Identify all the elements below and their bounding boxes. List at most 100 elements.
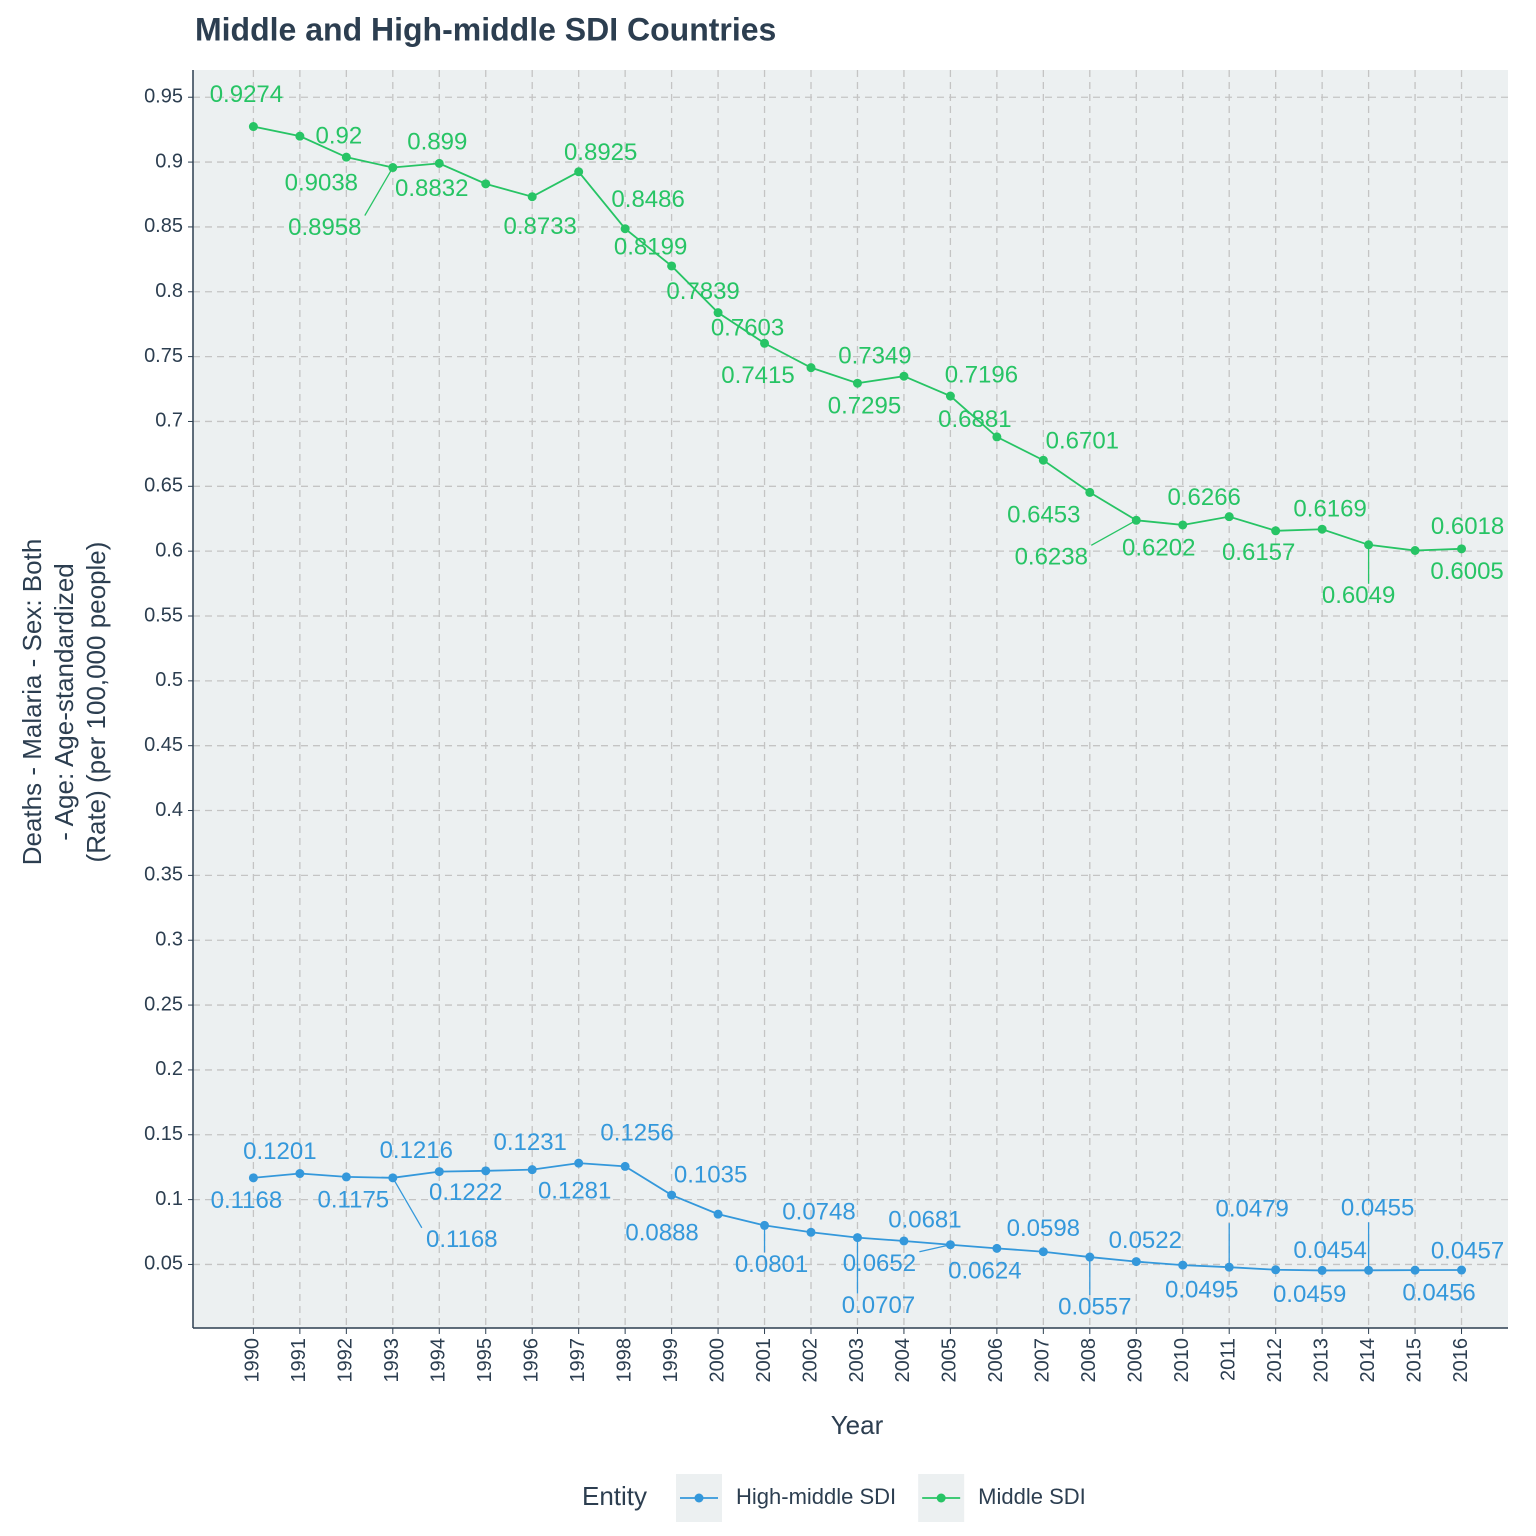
point: [1457, 1265, 1467, 1275]
legend-key-point: [694, 1493, 704, 1503]
point: [341, 152, 351, 162]
point: [806, 363, 816, 373]
data-label: 0.6453: [1007, 502, 1080, 529]
x-tick-label: 2002: [799, 1338, 821, 1383]
point: [852, 378, 862, 388]
point: [1317, 1265, 1327, 1275]
point: [713, 1209, 723, 1219]
data-label: 0.0479: [1215, 1196, 1288, 1223]
data-label: 0.9038: [285, 169, 358, 196]
y-tick-label: 0.35: [144, 864, 183, 886]
point: [760, 338, 770, 348]
data-label: 0.0801: [735, 1251, 808, 1278]
point: [388, 163, 398, 173]
data-label: 0.899: [407, 129, 467, 156]
point: [1457, 544, 1467, 554]
data-label: 0.0888: [625, 1219, 698, 1246]
x-tick-label: 1993: [381, 1338, 403, 1383]
data-label: 0.0455: [1341, 1195, 1414, 1222]
point: [1131, 515, 1141, 525]
x-tick-label: 2006: [985, 1338, 1007, 1383]
point: [992, 1243, 1002, 1253]
y-tick-label: 0.75: [144, 345, 183, 367]
data-label: 0.0557: [1058, 1293, 1131, 1320]
data-label: 0.6169: [1293, 496, 1366, 523]
x-tick-label: 1991: [288, 1338, 310, 1383]
data-label: 0.8958: [288, 214, 361, 241]
y-axis-label-line: (Rate) (per 100,000 people): [81, 542, 111, 863]
point: [1085, 1252, 1095, 1262]
data-label: 0.7839: [666, 278, 739, 305]
label-leader: [364, 167, 394, 216]
point: [620, 224, 630, 234]
y-tick-label: 0.95: [144, 86, 183, 108]
y-tick-label: 0.7: [155, 410, 183, 432]
data-label: 0.6202: [1122, 534, 1195, 561]
y-tick-label: 0.05: [144, 1253, 183, 1275]
data-label: 0.9274: [210, 81, 283, 108]
data-label: 0.1168: [426, 1226, 498, 1253]
data-label: 0.0624: [948, 1258, 1021, 1285]
x-tick-label: 2015: [1403, 1338, 1425, 1383]
x-tick-label: 1990: [242, 1338, 264, 1383]
point: [760, 1220, 770, 1230]
data-label: 0.7295: [828, 393, 901, 420]
y-tick-label: 0.9: [155, 150, 183, 172]
x-axis-label: Year: [831, 1410, 884, 1440]
point: [1178, 520, 1188, 530]
point: [434, 1167, 444, 1177]
y-axis-label: Deaths - Malaria - Sex: Both - Age: Age-…: [17, 539, 111, 866]
point: [1131, 1257, 1141, 1267]
x-tick-label: 1996: [520, 1338, 542, 1383]
point: [1317, 524, 1327, 534]
x-tick-label: 2004: [892, 1338, 914, 1383]
y-tick-label: 0.45: [144, 734, 183, 756]
data-label: 0.0454: [1293, 1237, 1366, 1264]
data-label: 0.6157: [1222, 539, 1295, 566]
data-label: 0.6005: [1430, 558, 1503, 585]
point: [852, 1233, 862, 1243]
y-axis-label-line: - Age: Age-standardized: [49, 563, 79, 841]
y-tick-label: 0.55: [144, 604, 183, 626]
data-label: 0.0522: [1109, 1227, 1182, 1254]
x-tick-label: 2003: [846, 1338, 868, 1383]
legend-title: Entity: [582, 1481, 647, 1511]
data-label: 0.1256: [600, 1120, 673, 1147]
y-tick-label: 0.2: [155, 1058, 183, 1080]
point: [1178, 1260, 1188, 1270]
point: [527, 192, 537, 202]
point: [992, 432, 1002, 442]
data-label: 0.7349: [838, 343, 911, 370]
label-leader: [1090, 519, 1137, 546]
point: [1364, 540, 1374, 550]
legend-label: High-middle SDI: [736, 1484, 896, 1509]
x-tick-label: 1997: [567, 1338, 589, 1383]
data-label: 0.6701: [1046, 428, 1119, 455]
x-tick-label: 2001: [753, 1338, 775, 1383]
y-tick-label: 0.15: [144, 1123, 183, 1145]
data-label: 0.6018: [1431, 513, 1504, 540]
point: [1224, 512, 1234, 522]
point: [1224, 1262, 1234, 1272]
legend-label: Middle SDI: [978, 1484, 1086, 1509]
x-tick-label: 2008: [1078, 1338, 1100, 1383]
y-tick-label: 0.5: [155, 669, 183, 691]
y-tick-label: 0.1: [155, 1188, 183, 1210]
x-tick-label: 2011: [1217, 1338, 1239, 1381]
point: [574, 167, 584, 177]
point: [248, 1173, 258, 1183]
data-label: 0.0457: [1431, 1237, 1504, 1264]
x-tick-label: 2009: [1125, 1338, 1147, 1383]
data-label: 0.1281: [538, 1178, 611, 1205]
x-tick-label: 1994: [428, 1338, 450, 1383]
point: [945, 391, 955, 401]
y-tick-label: 0.4: [155, 799, 183, 821]
data-label: 0.1168: [211, 1187, 283, 1214]
x-tick-label: 1998: [613, 1338, 635, 1383]
x-tick-label: 1995: [474, 1338, 496, 1383]
point: [1271, 526, 1281, 536]
data-label: 0.8199: [614, 233, 687, 260]
data-label: 0.1201: [243, 1138, 316, 1165]
point: [899, 1236, 909, 1246]
